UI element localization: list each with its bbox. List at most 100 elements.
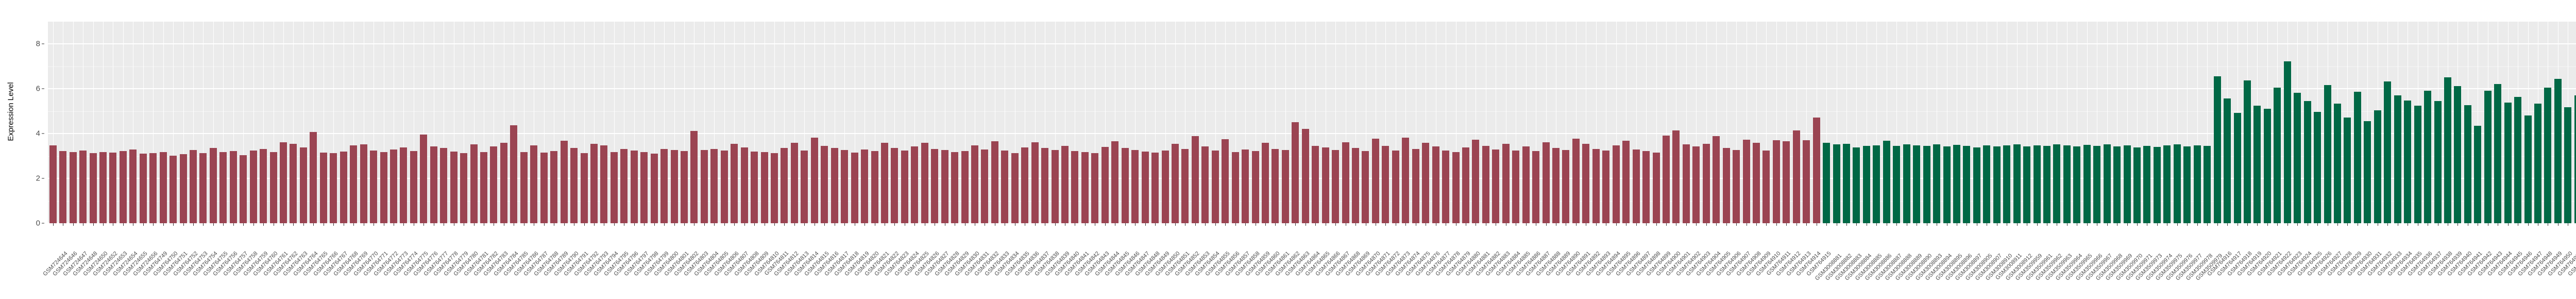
bar — [1362, 151, 1369, 223]
bar — [1973, 147, 1980, 223]
x-tick-mark — [223, 223, 224, 226]
x-tick-mark — [1706, 223, 1707, 226]
bar — [1642, 151, 1650, 223]
gridline-vertical — [1135, 22, 1136, 223]
x-tick-mark — [1596, 223, 1597, 226]
bar — [2314, 111, 2321, 223]
x-tick-mark — [2337, 223, 2338, 226]
bar — [490, 146, 498, 223]
gridline-vertical — [2107, 22, 2108, 223]
bar — [159, 152, 167, 223]
bar — [1772, 140, 1780, 223]
x-tick-mark — [2347, 223, 2348, 226]
x-tick-mark — [193, 223, 194, 226]
gridline-vertical — [1155, 22, 1156, 223]
x-tick-mark — [2207, 223, 2208, 226]
bar — [500, 143, 507, 223]
x-tick-mark — [754, 223, 755, 226]
bar — [810, 138, 818, 223]
bar — [179, 154, 187, 223]
gridline-vertical — [584, 22, 585, 223]
bar — [1071, 151, 1079, 223]
bar — [1522, 146, 1530, 223]
x-tick-mark — [353, 223, 354, 226]
gridline-vertical — [123, 22, 124, 223]
bar — [1141, 151, 1149, 223]
x-tick-mark — [684, 223, 685, 226]
bar — [1692, 146, 1700, 223]
bar — [410, 151, 417, 223]
gridline-vertical — [754, 22, 755, 223]
bar — [751, 151, 758, 223]
bar — [1532, 151, 1540, 223]
x-tick-mark — [1135, 223, 1136, 226]
bar — [1342, 142, 1349, 223]
bar — [199, 153, 207, 223]
x-tick-mark — [894, 223, 895, 226]
x-tick-mark — [1295, 223, 1296, 226]
bar — [1632, 149, 1640, 223]
bar — [1061, 146, 1069, 223]
bar-series — [48, 22, 2576, 223]
bar — [550, 151, 558, 223]
x-tick-mark — [2157, 223, 2158, 226]
x-tick-mark — [634, 223, 635, 226]
bar — [2263, 108, 2271, 223]
x-tick-mark — [1035, 223, 1036, 226]
y-tick-mark — [42, 178, 44, 179]
bar — [2224, 98, 2231, 223]
bar — [1371, 138, 1379, 223]
bar — [710, 148, 718, 223]
bar — [59, 151, 67, 223]
bar — [1502, 143, 1510, 223]
x-tick-mark — [2107, 223, 2108, 226]
bar — [2454, 86, 2462, 223]
bar — [310, 131, 317, 223]
bar — [1923, 146, 1930, 223]
gridline-vertical — [2177, 22, 2178, 223]
bar — [911, 146, 919, 223]
bar — [2534, 103, 2541, 223]
x-tick-mark — [53, 223, 54, 226]
gridline-vertical — [1636, 22, 1637, 223]
x-tick-mark — [1636, 223, 1637, 226]
bar — [530, 145, 538, 223]
x-tick-mark — [644, 223, 645, 226]
bar — [1321, 147, 1329, 223]
x-tick-mark — [253, 223, 254, 226]
x-tick-mark — [1235, 223, 1236, 226]
bar — [319, 153, 327, 223]
bar — [450, 151, 457, 223]
bar — [570, 148, 578, 223]
bar — [2153, 147, 2161, 223]
bar — [1943, 146, 1951, 223]
gridline-vertical — [163, 22, 164, 223]
y-tick-mark — [42, 223, 44, 224]
bar — [1542, 142, 1550, 223]
bar — [1512, 150, 1520, 223]
x-tick-mark — [1806, 223, 1807, 226]
bar — [1442, 150, 1450, 223]
bar — [2093, 146, 2101, 223]
x-tick-mark — [1736, 223, 1737, 226]
bar — [2053, 144, 2061, 223]
x-tick-mark — [1696, 223, 1697, 226]
x-tick-mark — [283, 223, 284, 226]
gridline-vertical — [1055, 22, 1056, 223]
bar — [951, 152, 959, 223]
gridline-vertical — [1766, 22, 1767, 223]
gridline-vertical — [173, 22, 174, 223]
bar — [1101, 147, 1109, 223]
gridline-vertical — [644, 22, 645, 223]
bar — [931, 148, 939, 223]
gridline-vertical — [1666, 22, 1667, 223]
bar — [299, 147, 307, 223]
gridline-vertical — [674, 22, 675, 223]
x-tick-mark — [1756, 223, 1757, 226]
bar — [1422, 142, 1430, 223]
gridline-vertical — [223, 22, 224, 223]
bar — [420, 135, 428, 223]
bar — [269, 152, 277, 223]
gridline-vertical — [1165, 22, 1166, 223]
bar — [2564, 107, 2572, 223]
